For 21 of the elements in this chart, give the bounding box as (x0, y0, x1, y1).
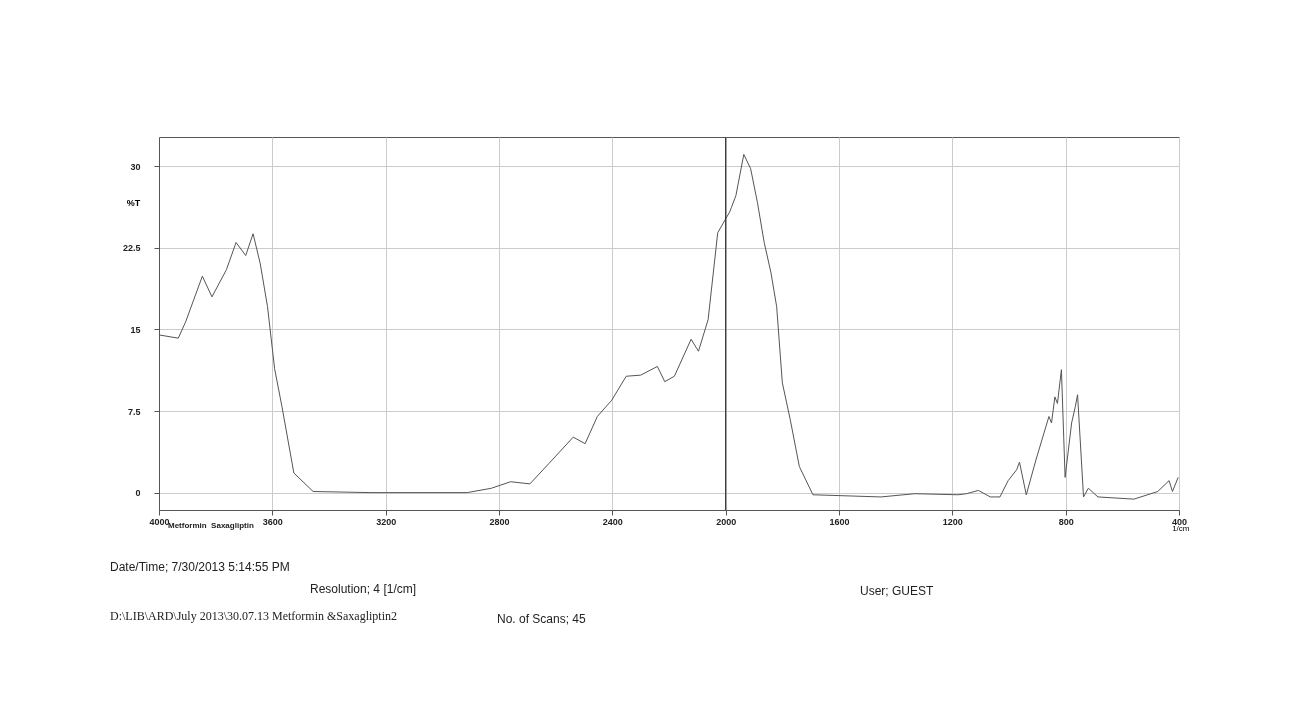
x-tick-label: 3600 (262, 516, 283, 527)
y-tick-label: 22.5 (122, 243, 141, 254)
y-tick-label: 7.5 (127, 406, 141, 417)
x-tick-label: 2000 (716, 516, 737, 527)
text: D:\LIB\ARD\July 2013\30.07.13 Metformin &Saxagliptin2 (110, 609, 398, 623)
x-tick-label: 1200 (942, 516, 963, 527)
x-tick-label: 2800 (489, 516, 510, 527)
x-tick-label: 3200 (376, 516, 397, 527)
text: Date/Time; 7/30/2013 5:14:55 PM (110, 560, 290, 574)
text: Metformin Saxagliptin (168, 521, 254, 530)
text: User; GUEST (860, 584, 934, 598)
text: Resolution; 4 [1/cm] (310, 582, 417, 596)
x-tick-label: 2400 (602, 516, 623, 527)
x-tick-label: 1600 (829, 516, 850, 527)
y-tick-label: 15 (130, 324, 141, 335)
text: No. of Scans; 45 (497, 612, 586, 626)
x-tick-label: 400 (1171, 516, 1188, 527)
y-axis-title: %T (126, 197, 141, 208)
x-tick-label: 800 (1058, 516, 1074, 527)
y-tick-label: 30 (130, 161, 141, 172)
y-tick-label: 0 (135, 488, 141, 499)
